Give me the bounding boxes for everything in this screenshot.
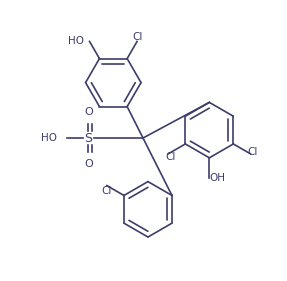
Text: HO: HO bbox=[68, 37, 84, 46]
Text: O: O bbox=[84, 107, 93, 117]
Text: HO: HO bbox=[41, 133, 57, 143]
Text: O: O bbox=[84, 159, 93, 169]
Text: Cl: Cl bbox=[133, 33, 143, 42]
Text: Cl: Cl bbox=[247, 147, 258, 157]
Text: Cl: Cl bbox=[102, 185, 112, 196]
Text: S: S bbox=[85, 132, 92, 144]
Text: OH: OH bbox=[209, 173, 225, 183]
Text: Cl: Cl bbox=[165, 152, 175, 162]
